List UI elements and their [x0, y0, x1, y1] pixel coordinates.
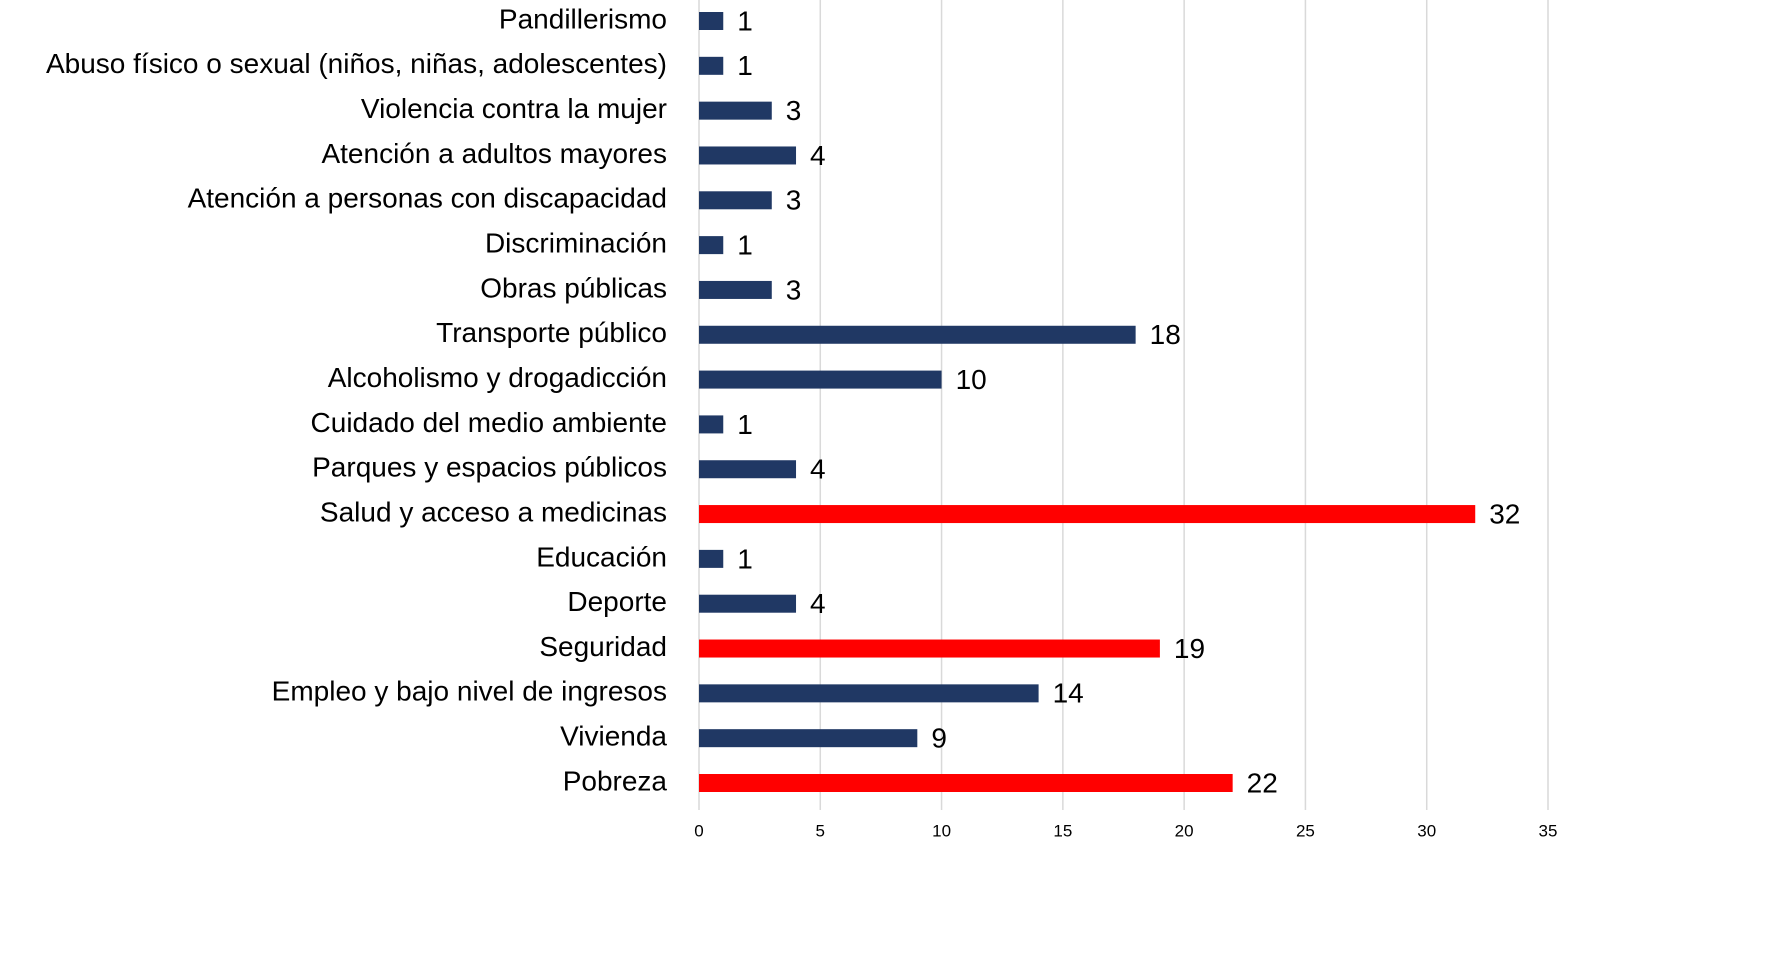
bar — [699, 325, 1136, 344]
x-tick-label: 10 — [932, 821, 951, 840]
x-tick-label: 35 — [1539, 821, 1558, 840]
x-tick-label: 0 — [694, 821, 703, 840]
category-label: Cuidado del medio ambiente — [311, 407, 667, 438]
value-label: 4 — [810, 454, 826, 485]
bar — [699, 460, 797, 479]
x-tick-label: 30 — [1417, 821, 1436, 840]
value-label: 4 — [810, 588, 826, 619]
category-label: Obras públicas — [480, 272, 667, 303]
bar — [699, 774, 1233, 792]
value-label: 18 — [1150, 319, 1181, 350]
category-label: Seguridad — [539, 631, 667, 662]
bar — [699, 594, 797, 613]
x-tick-label: 15 — [1053, 821, 1072, 840]
x-tick-label: 20 — [1175, 821, 1194, 840]
bar — [699, 191, 772, 210]
value-label: 9 — [931, 723, 947, 754]
bar — [699, 236, 724, 255]
value-label: 19 — [1174, 633, 1205, 664]
value-label: 3 — [786, 185, 802, 216]
category-label: Atención a adultos mayores — [321, 138, 667, 169]
category-label: Abuso físico o sexual (niños, niñas, ado… — [46, 48, 667, 79]
bar — [699, 101, 772, 120]
value-label: 1 — [737, 543, 753, 574]
category-label: Pobreza — [563, 765, 668, 796]
category-label: Pandillerismo — [499, 3, 667, 34]
bar — [699, 415, 724, 434]
bar — [699, 684, 1039, 703]
category-label: Parques y espacios públicos — [312, 452, 667, 483]
category-label: Atención a personas con discapacidad — [188, 183, 667, 214]
x-tick-label: 25 — [1296, 821, 1315, 840]
x-tick-label: 5 — [816, 821, 825, 840]
category-label: Vivienda — [560, 721, 667, 752]
category-label: Salud y acceso a medicinas — [320, 496, 667, 527]
category-label: Empleo y bajo nivel de ingresos — [272, 676, 667, 707]
bar — [699, 639, 1160, 658]
category-label: Deporte — [567, 586, 667, 617]
value-label: 3 — [786, 95, 802, 126]
value-label: 3 — [786, 274, 802, 305]
value-label: 10 — [956, 364, 987, 395]
value-label: 1 — [737, 5, 753, 36]
bar — [699, 729, 918, 748]
bar — [699, 146, 797, 165]
value-label: 32 — [1489, 498, 1520, 529]
value-label: 1 — [737, 230, 753, 261]
bar — [699, 505, 1476, 524]
bar — [699, 549, 724, 568]
category-label: Educación — [536, 541, 667, 572]
bar — [699, 56, 724, 75]
category-label: Transporte público — [436, 317, 667, 348]
category-label: Violencia contra la mujer — [361, 93, 667, 124]
value-label: 1 — [737, 409, 753, 440]
value-label: 1 — [737, 50, 753, 81]
bar — [699, 280, 772, 299]
value-label: 14 — [1053, 678, 1084, 709]
value-label: 22 — [1247, 767, 1278, 798]
category-label: Discriminación — [485, 228, 667, 259]
bar — [699, 370, 942, 389]
bar — [699, 12, 724, 30]
category-label: Alcoholismo y drogadicción — [328, 362, 667, 393]
value-label: 4 — [810, 140, 826, 171]
